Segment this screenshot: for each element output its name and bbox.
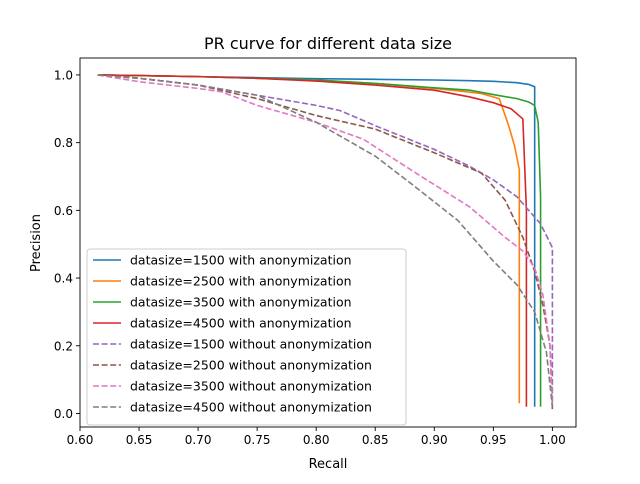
y-axis: 0.0 0.2 0.4 0.6 0.8 1.0 (54, 68, 80, 421)
plot-area (79, 57, 577, 428)
x-tick-label: 0.95 (480, 433, 507, 447)
x-tick-label: 0.75 (244, 433, 271, 447)
x-tick-label: 0.80 (303, 433, 330, 447)
legend-label-8: datasize=4500 without anonymization (130, 400, 372, 415)
series-line-4 (97, 74, 528, 407)
plot-frame (79, 57, 577, 428)
x-tick-label: 1.00 (539, 433, 566, 447)
y-axis-label: Precision (29, 214, 44, 272)
legend-box (86, 248, 407, 426)
series-line-7 (97, 74, 554, 407)
y-tick-label: 0.2 (54, 339, 73, 353)
legend-label-5: datasize=1500 without anonymization (130, 337, 372, 352)
x-axis: 0.60 0.65 0.70 0.75 0.80 0.85 0.90 0.95 1.00 (67, 427, 566, 447)
legend-label-2: datasize=2500 with anonymization (130, 274, 352, 289)
x-tick-label: 0.60 (67, 433, 94, 447)
legend-label-7: datasize=3500 without anonymization (130, 379, 372, 394)
y-tick-label: 0.6 (54, 204, 73, 218)
series-line-6 (97, 74, 554, 411)
y-tick-label: 0.4 (54, 272, 73, 286)
x-tick-label: 0.90 (421, 433, 448, 447)
series-line-5 (97, 74, 554, 407)
y-tick-label: 0.0 (54, 407, 73, 421)
legend-label-6: datasize=2500 without anonymization (130, 358, 372, 373)
x-axis-label: Recall (309, 457, 348, 472)
x-tick-label: 0.65 (126, 433, 153, 447)
legend-label-3: datasize=3500 with anonymization (130, 295, 352, 310)
x-tick-label: 0.70 (185, 433, 212, 447)
y-tick-label: 1.0 (54, 68, 73, 82)
series-line-8 (97, 74, 554, 407)
chart-title: PR curve for different data size (204, 34, 452, 53)
legend-label-4: datasize=4500 with anonymization (130, 316, 352, 331)
legend-label-1: datasize=1500 with anonymization (130, 253, 352, 268)
legend: datasize=1500 with anonymization datasize… (86, 248, 407, 426)
x-tick-label: 0.85 (362, 433, 389, 447)
y-tick-label: 0.8 (54, 136, 73, 150)
